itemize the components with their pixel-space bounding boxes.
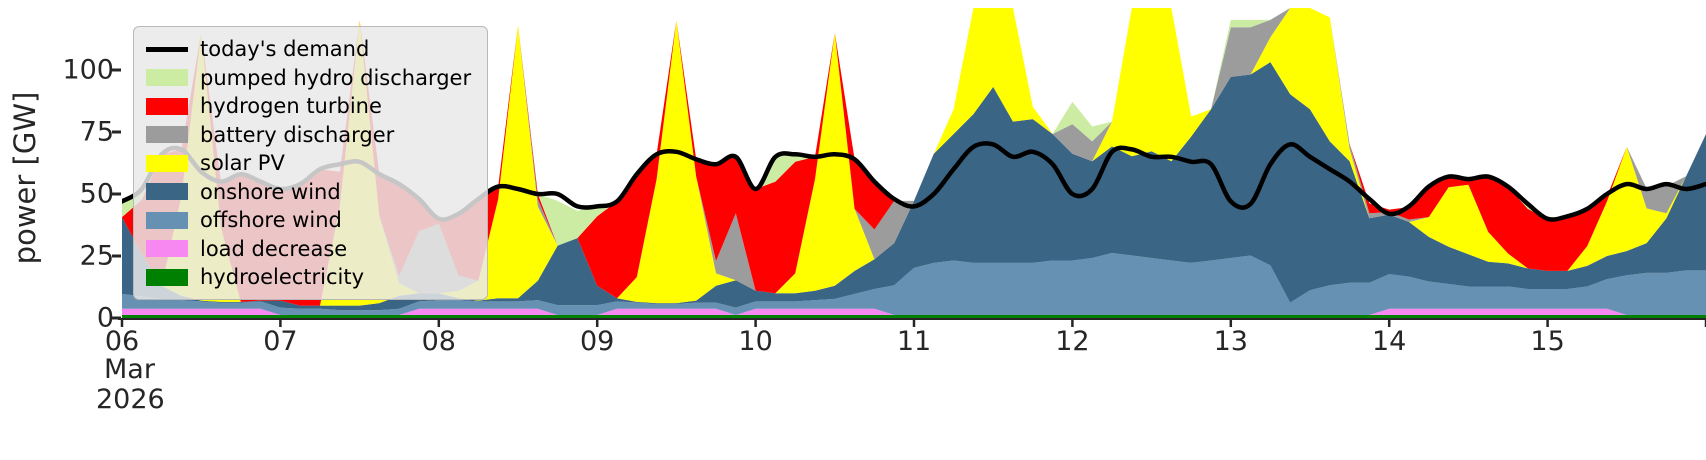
legend-swatch-solar-pv [146, 154, 188, 172]
legend-item-hydroelectricity: hydroelectricity [146, 265, 471, 289]
legend-label: load decrease [200, 236, 348, 261]
area-onshore-wind [122, 62, 1706, 311]
legend-label: pumped hydro discharger [200, 65, 472, 90]
area-offshore-wind [122, 253, 1706, 315]
x-tick-label-10: 10 [738, 326, 773, 357]
legend-swatch-battery-discharger [146, 126, 188, 143]
legend-swatch-hydrogen-turbine [146, 97, 188, 115]
legend-swatch-load-decrease [146, 240, 188, 257]
y-tick-label-0: 0 [96, 302, 114, 334]
legend-label: hydroelectricity [200, 265, 365, 289]
legend-item-load-decrease: load decrease [146, 237, 471, 261]
legend-item-solar-pv: solar PV [146, 151, 471, 175]
legend-swatch-hydroelectricity [146, 268, 188, 286]
x-tick-label-12: 12 [1055, 326, 1090, 357]
y-tick-label-100: 100 [62, 54, 114, 86]
legend-swatch-pumped-hydro-discharger [146, 69, 188, 86]
legend-item-hydrogen-turbine: hydrogen turbine [146, 94, 471, 118]
x-tick-label-14: 14 [1372, 326, 1407, 357]
x-axis-month-label: Mar [104, 354, 155, 385]
legend-item-battery-discharger: battery discharger [146, 123, 471, 147]
legend-swatch-onshore-wind [146, 183, 188, 200]
legend: today's demand pumped hydro discharger hyd… [133, 26, 489, 300]
area-load-decrease [122, 308, 1706, 315]
legend-swatch-offshore-wind [146, 211, 188, 229]
area-solar-pv [122, 8, 1706, 306]
x-tick-label-09: 09 [580, 326, 615, 357]
legend-label: hydrogen turbine [200, 94, 382, 118]
x-tick-label-13: 13 [1213, 326, 1248, 357]
legend-label: today's demand [200, 37, 370, 61]
y-tick-label-25: 25 [79, 240, 114, 272]
legend-label: offshore wind [200, 208, 342, 232]
legend-swatch-today-s-demand [146, 46, 188, 52]
legend-item-today-s-demand: today's demand [146, 37, 471, 61]
y-tick-label-50: 50 [79, 178, 114, 210]
x-axis-year-label: 2026 [96, 384, 165, 415]
legend-label: solar PV [200, 151, 285, 175]
legend-label: battery discharger [200, 122, 395, 147]
area-hydroelectricity [122, 315, 1706, 318]
x-tick-label-15: 15 [1530, 326, 1565, 357]
x-tick-label-07: 07 [263, 326, 298, 357]
x-tick-label-08: 08 [421, 326, 456, 357]
legend-item-pumped-hydro-discharger: pumped hydro discharger [146, 66, 471, 90]
legend-item-onshore-wind: onshore wind [146, 180, 471, 204]
x-tick-label-06: 06 [104, 326, 140, 357]
y-tick-label-75: 75 [79, 116, 114, 148]
legend-item-offshore-wind: offshore wind [146, 208, 471, 232]
x-tick-label-11: 11 [896, 326, 932, 357]
legend-label: onshore wind [200, 179, 341, 204]
y-axis-label: power [GW] [8, 91, 42, 265]
